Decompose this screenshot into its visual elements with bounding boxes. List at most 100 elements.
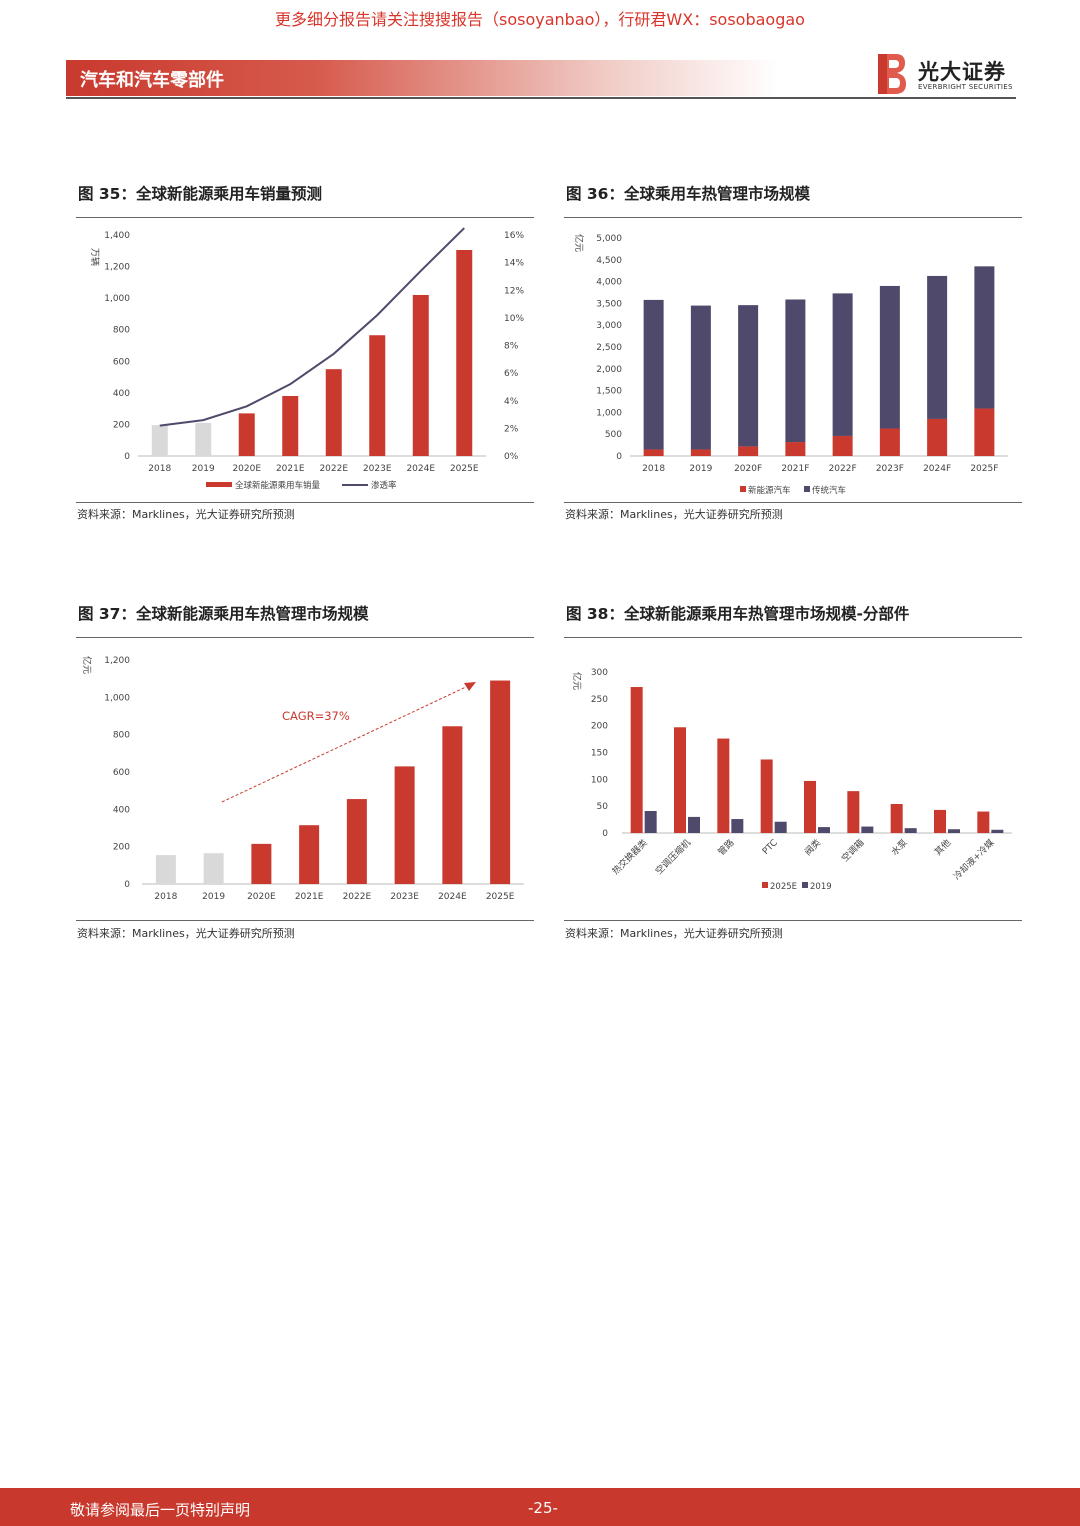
x-tick-label: 2023F <box>876 464 904 474</box>
x-tick-label: 2023E <box>363 464 392 474</box>
y-tick-label: 500 <box>605 430 622 440</box>
y2-tick-label: 12% <box>504 286 524 296</box>
y-tick-label: 400 <box>113 389 130 399</box>
x-tick-label: 空调压缩机 <box>653 837 693 877</box>
y2-tick-label: 2% <box>504 424 519 434</box>
legend-swatch-ice <box>804 486 810 492</box>
y-tick-label: 200 <box>591 722 608 732</box>
y-tick-label: 1,000 <box>596 408 622 418</box>
y-tick-label: 0 <box>602 829 608 839</box>
legend-label-penetration: 渗透率 <box>371 480 397 491</box>
header-divider <box>66 97 1016 99</box>
bar-2025e <box>674 727 686 833</box>
y-tick-label: 2,500 <box>596 343 622 353</box>
y-tick-label: 200 <box>113 843 130 853</box>
y-tick-label: 1,000 <box>104 294 130 304</box>
x-tick-label: 阀类 <box>802 837 823 858</box>
x-tick-label: 2018 <box>148 464 171 474</box>
y-tick-label: 5,000 <box>596 234 622 244</box>
ice-bar-segment <box>974 266 995 409</box>
penetration-line <box>159 227 465 427</box>
bar-2019 <box>688 816 700 833</box>
figure-35-source: 资料来源：Marklines，光大证券研究所预测 <box>77 508 295 521</box>
y-tick-label: 250 <box>591 695 608 705</box>
y2-tick-label: 16% <box>504 231 524 241</box>
nev-bar-segment <box>690 449 711 456</box>
x-tick-label: 2021E <box>295 892 324 902</box>
market-size-bar <box>203 853 224 884</box>
market-size-bar <box>394 766 415 884</box>
x-tick-label: 2018 <box>154 892 177 902</box>
figure-37-top-rule <box>76 637 534 638</box>
y-tick-label: 0 <box>124 880 130 890</box>
x-tick-label: PTC <box>761 838 780 857</box>
bar-2025e <box>804 780 816 833</box>
sales-bar <box>456 249 473 456</box>
y-tick-label: 3,000 <box>596 321 622 331</box>
sales-bar <box>325 369 342 456</box>
y-tick-label: 200 <box>113 420 130 430</box>
x-tick-label: 2022E <box>319 464 348 474</box>
y2-tick-label: 6% <box>504 369 519 379</box>
figure-36-top-rule <box>564 217 1022 218</box>
bar-2025e <box>630 687 643 833</box>
figure-36-title: 图 36：全球乘用车热管理市场规模 <box>566 185 810 203</box>
ice-bar-segment <box>785 299 806 443</box>
bar-2025e <box>760 759 773 833</box>
y2-tick-label: 10% <box>504 314 524 324</box>
legend-label-ice: 传统汽车 <box>812 485 846 496</box>
ice-bar-segment <box>643 299 664 450</box>
y-tick-label: 150 <box>591 749 608 759</box>
legend-swatch-sales <box>206 482 232 487</box>
figure-35-bottom-rule <box>76 502 534 503</box>
market-size-bar <box>442 726 463 884</box>
figure-38-top-rule <box>564 637 1022 638</box>
figure-35-top-rule <box>76 217 534 218</box>
logo-english-name: EVERBRIGHT SECURITIES <box>918 83 1013 91</box>
x-tick-label: 2021F <box>781 464 809 474</box>
x-tick-label: 2024E <box>438 892 467 902</box>
figure-37-bottom-rule <box>76 920 534 921</box>
y-axis-label: 万辆 <box>89 248 101 266</box>
y2-tick-label: 0% <box>504 452 519 462</box>
sales-bar <box>412 294 429 456</box>
header-band <box>66 60 778 96</box>
figure-38-source: 资料来源：Marklines，光大证券研究所预测 <box>565 927 783 940</box>
x-tick-label: 2020E <box>247 892 276 902</box>
nev-bar-segment <box>974 408 995 456</box>
bar-2025e <box>847 791 860 833</box>
bar-2025e <box>934 809 946 833</box>
x-tick-label: 2020F <box>734 464 762 474</box>
y-tick-label: 100 <box>591 775 608 785</box>
footer-band <box>0 1488 1080 1526</box>
y-axis-label: 亿元 <box>573 234 585 252</box>
y-tick-label: 1,200 <box>104 656 130 666</box>
y-tick-label: 0 <box>616 452 622 462</box>
figure-36-bottom-rule <box>564 502 1022 503</box>
sales-bar <box>238 413 255 456</box>
y-tick-label: 1,500 <box>596 387 622 397</box>
y-tick-label: 1,400 <box>104 231 130 241</box>
x-tick-label: 其他 <box>932 837 953 858</box>
figure-35-title: 图 35：全球新能源乘用车销量预测 <box>78 185 322 203</box>
y-tick-label: 1,000 <box>104 693 130 703</box>
legend-label-nev: 新能源汽车 <box>748 485 791 496</box>
x-tick-label: 2023E <box>390 892 419 902</box>
nev-bar-segment <box>927 418 948 456</box>
bar-2019 <box>904 828 917 833</box>
market-size-bar <box>490 680 511 884</box>
figure-37-chart: 0 200 400 600 800 1,000 1,200 亿元 2018 2019 2020E 20… <box>81 656 524 902</box>
y-tick-label: 4,000 <box>596 278 622 288</box>
y2-tick-label: 8% <box>504 342 519 352</box>
figure-35-chart: 0 200 400 600 800 1,000 1,200 1,400 0% 2% 4% 6% 8% 10… <box>89 227 524 491</box>
ice-bar-segment <box>927 275 948 419</box>
nev-bar-segment <box>879 428 900 456</box>
y-tick-label: 50 <box>597 802 609 812</box>
bar-2019 <box>731 819 744 833</box>
y-tick-label: 0 <box>124 452 130 462</box>
legend-label-2019: 2019 <box>810 882 832 892</box>
y-tick-label: 4,500 <box>596 256 622 266</box>
x-tick-label: 2019 <box>202 892 225 902</box>
bar-2019 <box>861 826 874 833</box>
